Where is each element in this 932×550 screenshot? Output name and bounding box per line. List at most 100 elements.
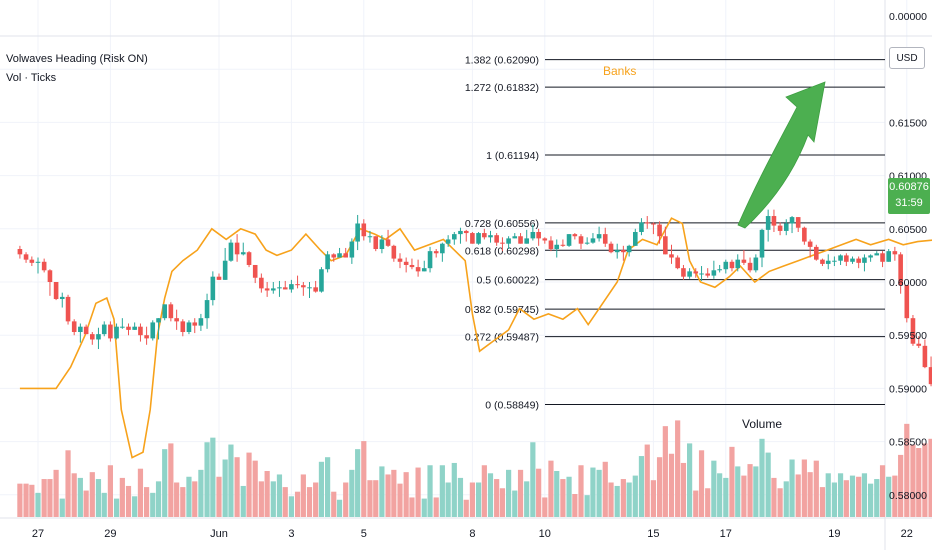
candle-body [343,253,348,258]
volume-bar [355,449,361,517]
candle [795,217,801,232]
candle-body [385,239,391,246]
candle [693,268,699,278]
candle [83,324,89,335]
volume-bar [753,466,759,517]
candle [825,254,831,270]
candle [675,255,680,270]
candle-body [101,324,107,335]
volume-bar [113,498,120,517]
candle [216,273,222,280]
candle [252,264,258,284]
volume-bar [608,482,614,517]
candle-body [289,284,294,290]
volume-bar [288,496,294,517]
candle-body [898,254,903,286]
candle-body [560,244,566,246]
candle [132,322,137,330]
candle [633,228,638,246]
fib-retracement[interactable]: 0 (0.58849) 0.272 (0.59487) 0.382 (0.59745… [465,55,885,412]
candle-body [771,216,777,226]
candle [814,244,819,261]
candle [71,319,77,336]
candle [554,239,560,258]
banks-label: Banks [603,64,636,78]
candle [669,244,674,264]
projection-arrow-icon[interactable] [737,81,826,229]
volume-bar [843,480,849,517]
volume-bar [132,496,138,517]
candle-body [463,230,469,234]
indicator-title[interactable]: Volwaves Heading (Risk ON) [6,53,148,65]
fib-level-label: 1.272 (0.61832) [465,82,539,94]
volume-bar [759,438,765,517]
candle-body [916,343,922,346]
volume-bar [137,468,144,517]
volume-bar [512,490,518,517]
volume-ticks-label[interactable]: Vol · Ticks [6,72,57,84]
candle-body [325,254,330,270]
volume-bar [367,480,373,517]
candle-body [783,223,789,231]
volume-bar [331,491,337,517]
volume-bar [874,479,880,517]
volume-bar [777,488,783,517]
candle-body [313,287,318,292]
candle-body [602,234,608,244]
volume-bar [300,474,306,517]
volume-bar [765,452,771,517]
volume-bar [373,480,379,517]
candle [355,214,360,251]
volume-bar [801,459,807,517]
volume-bar [928,438,932,517]
time-axis-label: 5 [361,528,367,540]
candle [367,230,373,243]
candle [856,256,861,269]
time-axis-label: 27 [32,528,44,540]
candle-body [458,230,463,235]
volume-bar [494,479,500,517]
volume-bar [264,471,270,517]
time-axis-label: 19 [828,528,840,540]
volume-bar [916,448,922,517]
time-axis[interactable]: 2729Jun3581015171922242629Jul368 [32,528,932,540]
candle-body [669,254,674,258]
candle [458,227,463,244]
candle-body [59,296,65,300]
candle-body [138,326,143,336]
candle-body [832,260,837,262]
candle [614,243,620,259]
candle-body [204,300,210,319]
candle [174,309,179,330]
currency-button[interactable]: USD [889,47,925,69]
candle-body [307,287,312,289]
candle-body [53,282,59,300]
candle-body [216,276,222,280]
volume-bars: Volume [17,417,932,517]
volume-bar [216,476,222,517]
candle-body [681,268,686,277]
candle-body [470,233,475,244]
candle-body [282,287,288,290]
volume-bar [313,482,319,517]
candle [753,254,759,273]
candle [403,257,409,273]
candle-body [922,345,928,368]
candle [23,252,29,263]
candle-body [17,249,23,255]
price-axis-label: 0.60000 [889,277,927,289]
candle-body [120,326,125,328]
candle [892,246,898,261]
volume-bar [204,442,210,517]
volume-bar [457,477,464,517]
candle [180,319,186,337]
price-axis-label: 0.58000 [889,490,927,502]
volume-bar [868,483,874,517]
volume-bar [698,450,705,517]
candle [289,279,294,293]
candles [17,209,932,387]
candle-body [476,233,481,244]
candle [524,229,529,244]
volume-bar [910,444,916,517]
